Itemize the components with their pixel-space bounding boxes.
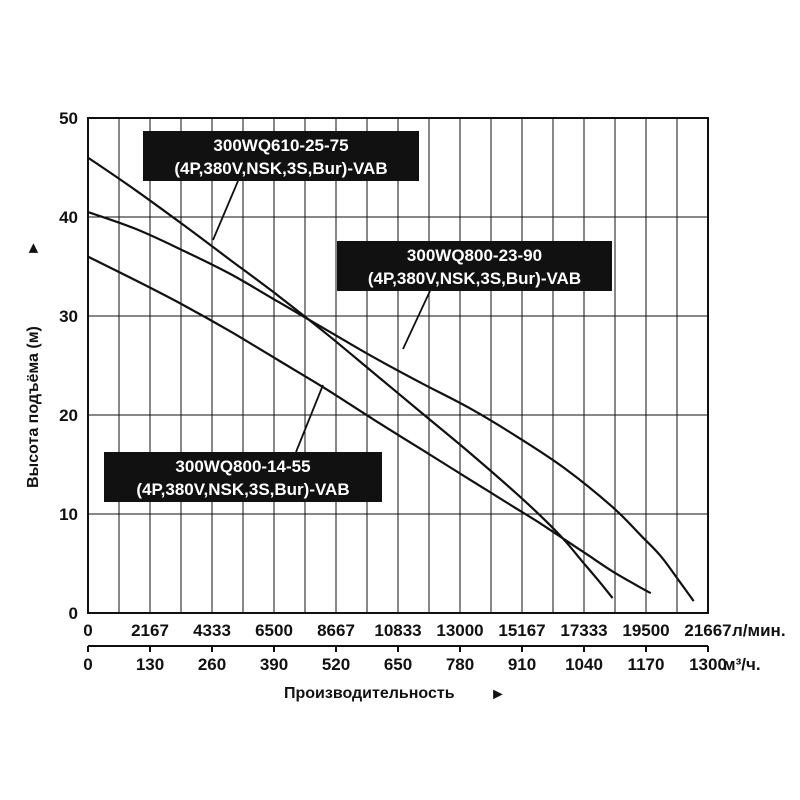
label-box	[104, 452, 382, 502]
label-300wq800-14-55: 300WQ800-14-55 (4P,380V,NSK,3S,Bur)-VAB	[104, 452, 382, 502]
y-axis-title: Высота подъёма (м)	[25, 326, 42, 488]
x-tick-label-m3h: 130	[136, 655, 164, 674]
y-axis-arrow: ►	[25, 240, 42, 256]
label-model: 300WQ610-25-75	[213, 136, 348, 155]
y-tick-label: 10	[59, 505, 78, 524]
y-tick-label: 40	[59, 208, 78, 227]
label-box	[143, 131, 419, 181]
x-tick-label-m3h: 0	[83, 655, 92, 674]
label-box	[337, 241, 612, 291]
label-model: 300WQ800-23-90	[407, 246, 542, 265]
x-tick-label-m3h: 1300	[689, 655, 727, 674]
curve-300wq800-23-90	[87, 210, 695, 602]
label-spec: (4P,380V,NSK,3S,Bur)-VAB	[136, 480, 349, 499]
label-leaders	[212, 180, 431, 453]
x-tick-label-lmin: 17333	[560, 621, 607, 640]
y-tick-label: 20	[59, 406, 78, 425]
x-tick-label-m3h: 390	[260, 655, 288, 674]
leader-line	[295, 384, 324, 453]
grid	[88, 118, 708, 613]
x-tick-label-m3h: 910	[508, 655, 536, 674]
x-tick-label-m3h: 650	[384, 655, 412, 674]
x-tick-label-m3h: 1170	[628, 655, 665, 674]
label-300wq800-23-90: 300WQ800-23-90 (4P,380V,NSK,3S,Bur)-VAB	[337, 241, 612, 291]
y-tick-labels: 0 10 20 30 40 50	[59, 109, 78, 623]
x-tick-labels-lmin: 0 2167 4333 6500 8667 10833 13000 15167 17333 195…	[83, 621, 731, 640]
leader-line	[212, 180, 239, 241]
y-tick-label: 0	[69, 604, 78, 623]
x-tick-label-m3h: 260	[198, 655, 226, 674]
label-model: 300WQ800-14-55	[175, 457, 310, 476]
y-tick-label: 30	[59, 307, 78, 326]
x-tick-label-lmin: 8667	[317, 621, 355, 640]
unit-m3h: м³/ч.	[723, 655, 761, 674]
unit-lmin: л/мин.	[732, 621, 786, 640]
x-tick-label-lmin: 19500	[622, 621, 669, 640]
x-tick-label-lmin: 21667	[684, 621, 731, 640]
x-tick-label-lmin: 4333	[193, 621, 231, 640]
series-labels: 300WQ610-25-75(4P,380V,NSK,3S,Bur)-VAB30…	[104, 131, 612, 502]
x-tick-label-m3h: 780	[446, 655, 474, 674]
y-tick-label: 50	[59, 109, 78, 128]
x-tick-label-lmin: 15167	[498, 621, 545, 640]
secondary-x-axis-ticks	[87, 646, 709, 652]
curve-300wq610-25-75	[87, 156, 614, 599]
x-tick-label-m3h: 1040	[565, 655, 603, 674]
curve-300wq800-14-55	[87, 255, 652, 595]
plot-frame	[87, 117, 709, 614]
x-tick-label-m3h: 520	[322, 655, 350, 674]
label-spec: (4P,380V,NSK,3S,Bur)-VAB	[368, 269, 581, 288]
x-tick-label-lmin: 0	[83, 621, 92, 640]
x-tick-labels-m3h: 0 130 260 390 520 650 780 910 1040 1170 1300	[83, 655, 727, 674]
x-tick-label-lmin: 13000	[436, 621, 483, 640]
leader-line	[402, 290, 431, 350]
curves	[87, 156, 695, 602]
x-tick-label-lmin: 6500	[255, 621, 293, 640]
x-axis-title: Производительность	[284, 685, 455, 702]
label-spec: (4P,380V,NSK,3S,Bur)-VAB	[174, 159, 387, 178]
x-tick-label-lmin: 10833	[374, 621, 421, 640]
x-axis-arrow: ►	[490, 686, 506, 703]
x-tick-label-lmin: 2167	[131, 621, 169, 640]
label-300wq610-25-75: 300WQ610-25-75 (4P,380V,NSK,3S,Bur)-VAB	[143, 131, 419, 181]
